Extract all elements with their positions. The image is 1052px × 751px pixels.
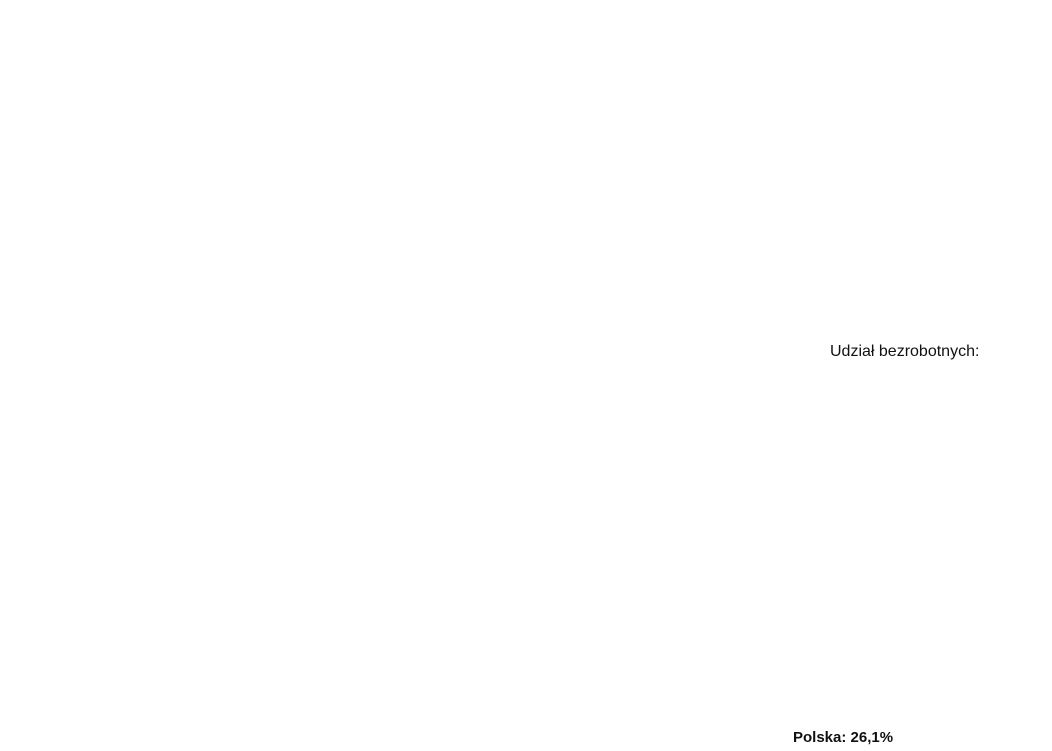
legend-title: Udział bezrobotnych: [830,343,979,360]
footer: Polska: 26,1% [793,729,893,746]
